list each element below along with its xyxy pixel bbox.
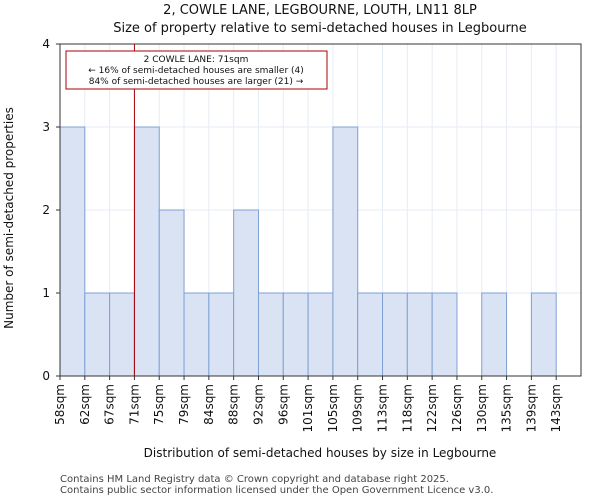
x-tick-label-92sqm: 92sqm bbox=[251, 384, 265, 425]
x-tick-label-67sqm: 67sqm bbox=[103, 384, 117, 425]
bar-130sqm bbox=[481, 292, 508, 377]
bars bbox=[59, 126, 557, 377]
x-tick-label-58sqm: 58sqm bbox=[53, 384, 67, 425]
x-tick-label-143sqm: 143sqm bbox=[549, 384, 563, 432]
bar-75sqm bbox=[158, 209, 185, 377]
y-axis-label: Number of semi-detached properties bbox=[2, 107, 16, 329]
x-tick-label-84sqm: 84sqm bbox=[202, 384, 216, 425]
bar-58sqm bbox=[59, 126, 86, 377]
x-tick-label-75sqm: 75sqm bbox=[152, 384, 166, 425]
bar-96sqm bbox=[282, 292, 309, 377]
bar-139sqm bbox=[530, 292, 557, 377]
bar-92sqm bbox=[257, 292, 284, 377]
y-tick-label: 3 bbox=[42, 120, 50, 134]
marker-group: 2 COWLE LANE: 71sqm← 16% of semi-detache… bbox=[65, 44, 328, 376]
bar-84sqm bbox=[208, 292, 235, 377]
bar-67sqm bbox=[109, 292, 135, 377]
annotation-box bbox=[65, 50, 328, 90]
bar-118sqm bbox=[406, 292, 433, 377]
bar-109sqm bbox=[357, 292, 384, 377]
bar-101sqm bbox=[307, 292, 334, 377]
y-tick-label: 0 bbox=[42, 369, 50, 383]
footer-line2: Contains public sector information licen… bbox=[60, 485, 494, 496]
bar-62sqm bbox=[84, 292, 111, 377]
x-tick-label-122sqm: 122sqm bbox=[425, 384, 439, 432]
bar-122sqm bbox=[431, 292, 458, 377]
x-tick-label-126sqm: 126sqm bbox=[450, 384, 464, 432]
annotation-line-1: 2 COWLE LANE: 71sqm bbox=[144, 55, 249, 65]
chart: 2, COWLE LANE, LEGBOURNE, LOUTH, LN11 8L… bbox=[2, 3, 582, 460]
x-axis-ticks: 58sqm 62sqm 67sqm 71sqm 75sqm 79sqm 84sqm 88sqm… bbox=[53, 376, 563, 432]
bar-105sqm bbox=[332, 126, 359, 377]
bar-88sqm bbox=[233, 209, 259, 377]
x-tick-label-79sqm: 79sqm bbox=[177, 384, 191, 425]
x-tick-label-62sqm: 62sqm bbox=[78, 384, 92, 425]
x-tick-label-105sqm: 105sqm bbox=[326, 384, 340, 432]
chart-title-line2: Size of property relative to semi-detach… bbox=[113, 21, 527, 36]
annotation-line-3: 84% of semi-detached houses are larger (… bbox=[89, 77, 304, 87]
y-axis-ticks: 0 1 2 3 4 bbox=[42, 37, 60, 383]
x-tick-label-101sqm: 101sqm bbox=[301, 384, 315, 432]
x-tick-label-135sqm: 135sqm bbox=[500, 384, 514, 432]
annotation-line-2: ← 16% of semi-detached houses are smalle… bbox=[88, 66, 304, 76]
x-axis-label: Distribution of semi-detached houses by … bbox=[144, 446, 497, 460]
x-tick-label-139sqm: 139sqm bbox=[524, 384, 538, 432]
y-tick-label: 2 bbox=[42, 203, 50, 217]
x-tick-label-109sqm: 109sqm bbox=[351, 384, 365, 432]
y-tick-label: 1 bbox=[42, 286, 50, 300]
x-tick-label-113sqm: 113sqm bbox=[376, 384, 390, 432]
footer-line1: Contains HM Land Registry data © Crown c… bbox=[60, 474, 449, 485]
x-tick-label-88sqm: 88sqm bbox=[227, 384, 241, 425]
x-tick-label-130sqm: 130sqm bbox=[475, 384, 489, 432]
x-tick-label-118sqm: 118sqm bbox=[400, 384, 414, 432]
x-tick-label-96sqm: 96sqm bbox=[276, 384, 290, 425]
bar-79sqm bbox=[183, 292, 210, 377]
bar-113sqm bbox=[382, 292, 408, 377]
x-tick-label-71sqm: 71sqm bbox=[127, 384, 141, 425]
bar-71sqm bbox=[133, 126, 160, 377]
y-tick-label: 4 bbox=[42, 37, 50, 51]
chart-title-line1: 2, COWLE LANE, LEGBOURNE, LOUTH, LN11 8L… bbox=[163, 3, 477, 18]
